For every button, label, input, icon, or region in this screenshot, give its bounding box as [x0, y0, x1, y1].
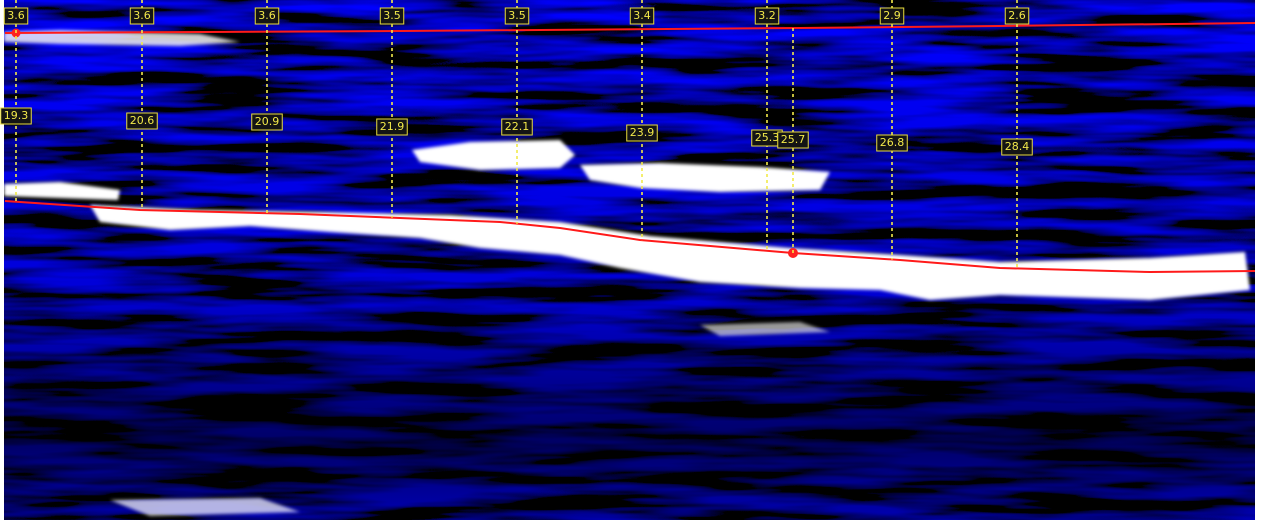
label-text: 21.9 — [380, 120, 405, 133]
label-text: 3.6 — [133, 9, 151, 22]
label-text: 25.3 — [755, 131, 780, 144]
label-text: 3.4 — [633, 9, 651, 22]
label-text: 20.6 — [130, 114, 155, 127]
label-text: 3.6 — [258, 9, 276, 22]
label-text: 3.5 — [383, 9, 401, 22]
label-text: 25.7 — [781, 133, 806, 146]
label-text: 3.6 — [7, 9, 25, 22]
label-text: 22.1 — [505, 120, 530, 133]
label-text: 20.9 — [255, 115, 280, 128]
label-text: 23.9 — [630, 126, 655, 139]
label-text: 19.3 — [4, 109, 29, 122]
page: {"markers": [ {"top": "3.6", "depth": "1… — [0, 0, 1265, 522]
label-text: 2.9 — [883, 9, 901, 22]
label-text: 2.6 — [1008, 9, 1026, 22]
label-text: 3.2 — [758, 9, 776, 22]
scan-view: 3.6 19.3 3.6 20.6 3.6 20.9 3.5 21.9 3.5 22.1 3.4 23… — [0, 0, 1265, 522]
label-text: 3.5 — [508, 9, 526, 22]
label-text: 28.4 — [1005, 140, 1030, 153]
label-text: 26.8 — [880, 136, 905, 149]
